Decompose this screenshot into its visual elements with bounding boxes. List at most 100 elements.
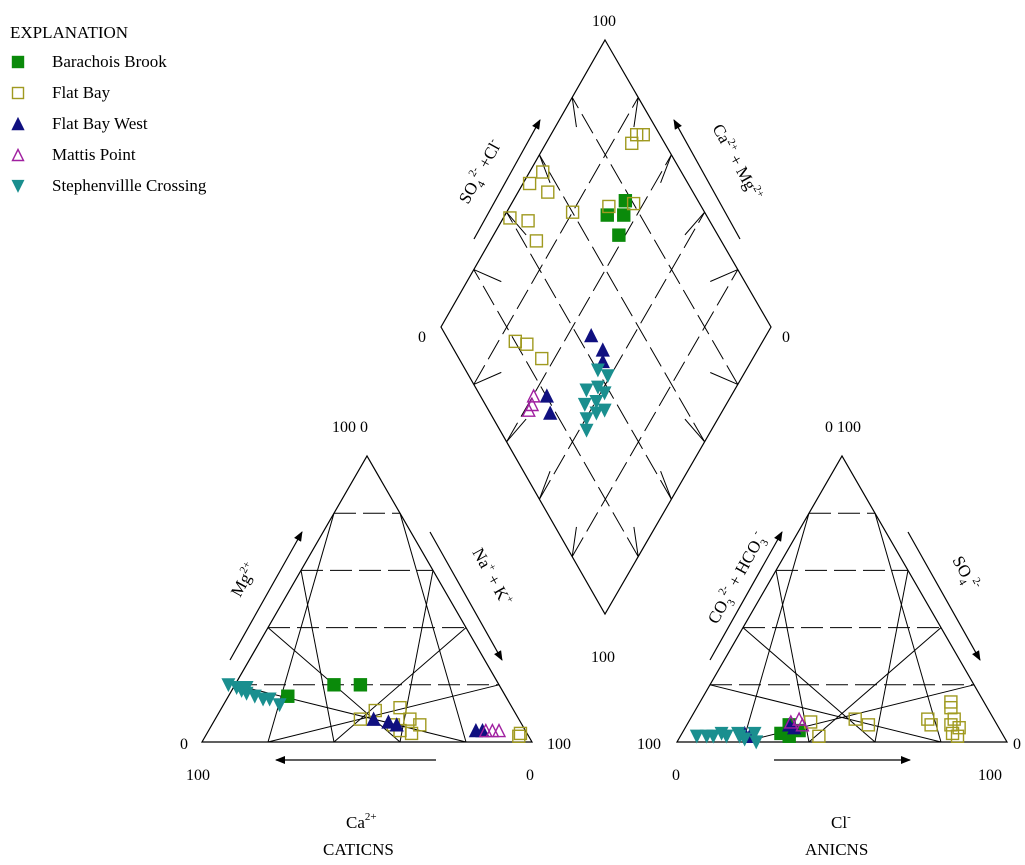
cation-grid-line [333,627,467,743]
diamond-tick-line [684,211,705,236]
cation-left-arrow [229,531,303,661]
anion-grid-line [874,513,942,743]
anion-point [749,735,764,750]
legend-label: Flat Bay [52,83,111,102]
cation-left-tick: 0 [180,736,188,753]
legend-marker [11,179,25,193]
cation-bottom-left-tick: 100 [186,767,210,784]
anion-bottom-right-tick: 100 [978,767,1002,784]
diamond-point [526,388,541,403]
diamond-tick-line [538,470,551,500]
diamond-point [625,136,639,151]
diamond-point [579,423,594,438]
diamond-grid-line [506,154,672,443]
anion-right-arrow [907,531,981,661]
diamond-point [521,214,535,228]
cation-point [393,700,407,715]
axis-labels: SO42- +Cl- Ca2+ + Mg2+ Mg2+ Na+ + K+ CO3… [226,120,985,859]
diamond-tick-line [660,471,672,500]
anion-point [812,729,826,743]
legend-item: Mattis Point [11,145,136,164]
legend-marker [11,147,25,162]
diamond-point [522,176,537,191]
cation-grid-line [267,684,500,743]
diamond-point [579,412,594,427]
anion-point [944,695,958,709]
diamond-tick-line [571,526,577,557]
diamond-tick-line [684,418,705,443]
diamond-top-tick: 100 [592,13,616,30]
diamond [440,38,772,616]
legend-marker [11,116,25,131]
cation-point [366,711,381,726]
cation-point [327,678,341,692]
diamond-point [539,388,554,403]
cation-point [262,692,277,707]
anion-left-tick: 100 [637,736,661,753]
diamond-point [597,403,612,418]
cation-point [404,726,419,741]
diamond-point [590,363,605,378]
diamond-bottom-tick: 100 [591,649,615,666]
cation-left-axis-label: Mg2+ [226,559,261,600]
diamond-point [600,369,615,384]
legend-item: Flat Bay West [11,114,148,133]
diamond-point [521,402,536,417]
anion-grid-line [808,627,942,743]
legend-item: Barachois Brook [11,52,167,71]
anion-point [706,729,721,744]
anion-point [747,726,762,741]
diamond-grid-line [571,269,739,557]
diamond-point [629,128,644,142]
diamond-right-tick: 0 [782,329,790,346]
diamond-tick-line [710,269,738,282]
anion-right-tick: 0 [1013,736,1021,753]
anion-grid-line [742,627,876,743]
anion-point [848,712,862,726]
cation-point [272,698,287,713]
cation-apex-tick: 100 0 [332,419,368,436]
diamond-left-arrow [473,119,541,240]
diamond-point [626,196,641,211]
anion-right-axis-label: SO42- [945,552,985,596]
cation-right-axis-label: Na+ + K+ [469,544,517,608]
diamond-tick-line [660,154,672,183]
diamond-grid-line [571,97,739,385]
diamond-point [577,397,592,412]
cation-right-tick: 100 [547,736,571,753]
diamond-point [541,185,555,199]
cation-grid-line [399,513,467,743]
diamond-right-arrow [673,119,741,240]
diamond-tick-line [473,269,502,283]
diamond-grid-line [538,154,706,443]
diamond-point [520,337,534,351]
diamond-point [579,383,594,398]
legend-title: EXPLANATION [10,23,128,42]
tick-labels: 100 0 0 100 100 0 0 100 100 0 0 100 100 … [180,13,1021,784]
diamond-tick-line [710,372,738,385]
anion-point [783,714,798,729]
diamond-point [543,405,558,420]
anion-point [795,717,810,732]
diamond-point [535,351,549,366]
diamond-point [529,234,544,248]
legend-label: Stephenvillle Crossing [52,176,207,195]
cation-title: CATICNS [323,840,394,859]
diamond-right-axis-label: Ca2+ + Mg2+ [709,120,767,203]
diamond-tick-line [571,97,577,128]
diamond-left-tick: 0 [418,329,426,346]
diamond-grid-line [473,97,639,385]
cation-point [491,722,507,738]
legend-label: Mattis Point [52,145,136,164]
legend-marker [11,86,25,100]
anion-grid-line [709,684,942,743]
diamond-point [597,386,612,401]
diamond-point [589,395,604,409]
diamond-point [565,205,580,219]
diamond-point [612,228,626,242]
anion-point [950,729,965,743]
anion-point [732,729,747,744]
anion-grid-line [775,570,810,743]
cation-point [353,678,368,692]
